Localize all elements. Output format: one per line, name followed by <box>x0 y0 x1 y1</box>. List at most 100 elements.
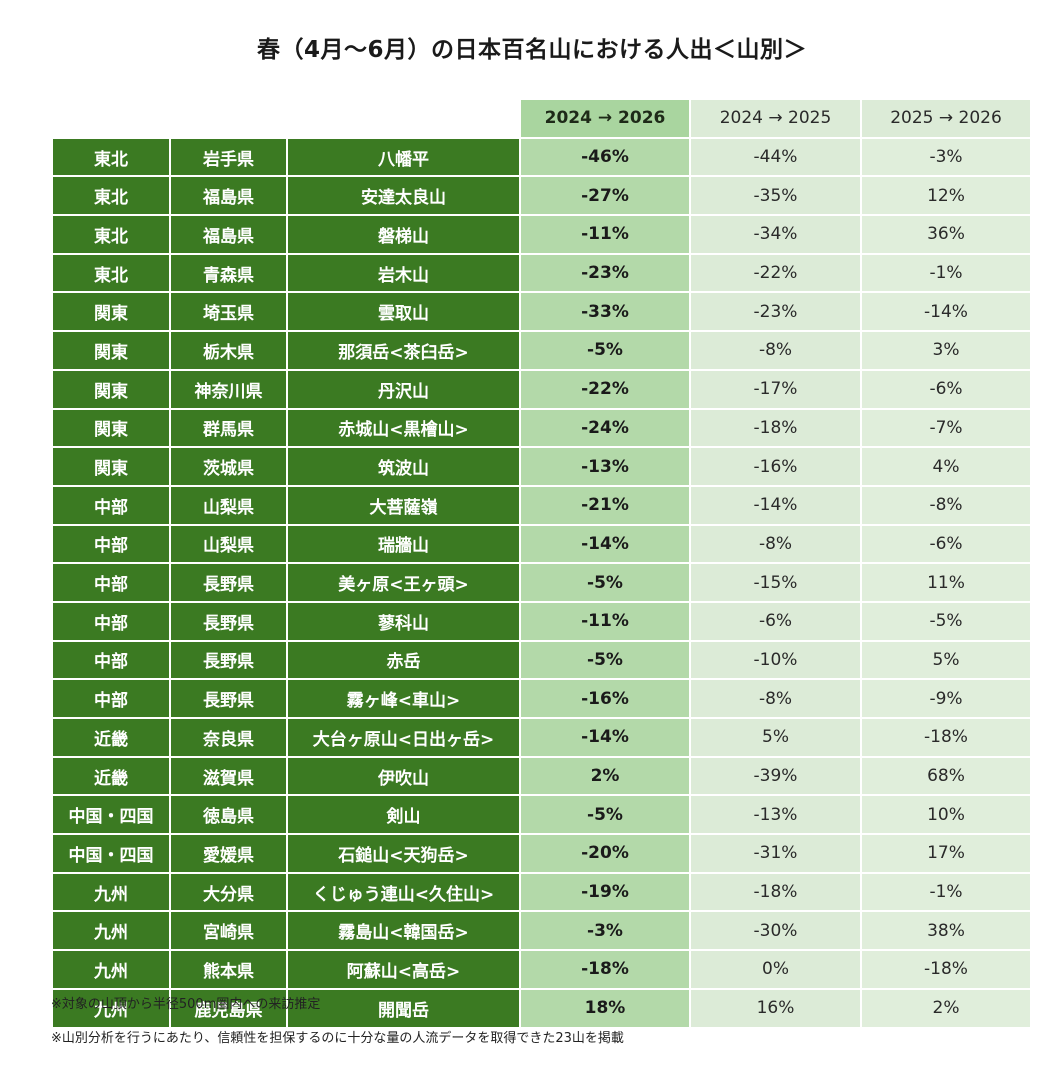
change-2024-2026-cell: -24% <box>519 407 691 449</box>
mountain-cell: 那須岳<茶臼岳> <box>286 330 521 371</box>
mountain-cell: 雲取山 <box>286 291 521 333</box>
change-2024-2025-cell: 16% <box>689 987 862 1029</box>
change-2024-2026-cell: -5% <box>519 639 691 681</box>
region-cell: 東北 <box>51 136 171 178</box>
change-2024-2025-cell: -35% <box>689 175 862 217</box>
change-2025-2026-cell: -6% <box>860 368 1032 410</box>
region-cell: 中部 <box>51 562 171 603</box>
header-2024-2026: 2024 → 2026 <box>519 98 691 139</box>
change-2024-2025-cell: -10% <box>689 639 862 681</box>
change-2024-2026-cell: -20% <box>519 833 691 874</box>
mountain-cell: 美ヶ原<王ヶ頭> <box>286 562 521 603</box>
change-2024-2026-cell: -19% <box>519 871 691 913</box>
change-2025-2026-cell: 11% <box>860 562 1032 603</box>
change-2024-2026-cell: -21% <box>519 484 691 526</box>
region-cell: 東北 <box>51 252 171 294</box>
change-2025-2026-cell: 36% <box>860 214 1032 255</box>
region-cell: 中国・四国 <box>51 833 171 874</box>
change-2024-2026-cell: -16% <box>519 678 691 719</box>
region-cell: 関東 <box>51 407 171 449</box>
prefecture-cell: 長野県 <box>169 639 288 681</box>
table-row: 中部 長野県 赤岳 -5% -10% 5% <box>51 639 1032 681</box>
change-2024-2025-cell: -8% <box>689 330 862 371</box>
mountain-cell: 赤城山<黒檜山> <box>286 407 521 449</box>
mountain-cell: 安達太良山 <box>286 175 521 217</box>
prefecture-cell: 群馬県 <box>169 407 288 449</box>
table-row: 関東 群馬県 赤城山<黒檜山> -24% -18% -7% <box>51 407 1032 449</box>
region-cell: 中部 <box>51 484 171 526</box>
mountain-cell: 岩木山 <box>286 252 521 294</box>
region-cell: 中部 <box>51 600 171 642</box>
change-2024-2025-cell: -17% <box>689 368 862 410</box>
prefecture-cell: 長野県 <box>169 678 288 719</box>
region-cell: 関東 <box>51 291 171 333</box>
region-cell: 中部 <box>51 678 171 719</box>
change-2024-2026-cell: -5% <box>519 330 691 371</box>
footnote-2: ※山別分析を行うにあたり、信頼性を担保するのに十分な量の人流データを取得できた2… <box>51 1031 624 1046</box>
region-cell: 九州 <box>51 987 171 1029</box>
mountain-cell: 筑波山 <box>286 446 521 487</box>
blank-header <box>287 99 520 138</box>
prefecture-cell: 青森県 <box>169 252 288 294</box>
change-2024-2025-cell: -13% <box>689 794 862 836</box>
prefecture-cell: 茨城県 <box>169 446 288 487</box>
table-row: 九州 鹿児島県 開聞岳 18% 16% 2% <box>51 987 1032 1029</box>
region-cell: 九州 <box>51 949 171 990</box>
change-2024-2026-cell: -23% <box>519 252 691 294</box>
table-row: 近畿 奈良県 大台ヶ原山<日出ヶ岳> -14% 5% -18% <box>51 717 1032 758</box>
change-2024-2025-cell: -14% <box>689 484 862 526</box>
prefecture-cell: 滋賀県 <box>169 755 288 797</box>
page-title: 春（4月〜6月）の日本百名山における人出＜山別＞ <box>256 37 807 63</box>
table-row: 中国・四国 愛媛県 石鎚山<天狗岳> -20% -31% 17% <box>51 833 1032 874</box>
change-2024-2026-cell: -11% <box>519 600 691 642</box>
change-2025-2026-cell: 38% <box>860 910 1032 952</box>
mountain-cell: 赤岳 <box>286 639 521 681</box>
change-2025-2026-cell: -9% <box>860 678 1032 719</box>
table-row: 関東 栃木県 那須岳<茶臼岳> -5% -8% 3% <box>51 330 1032 371</box>
region-cell: 関東 <box>51 368 171 410</box>
mountain-cell: 大菩薩嶺 <box>286 484 521 526</box>
mountain-cell: 大台ヶ原山<日出ヶ岳> <box>286 717 521 758</box>
change-2024-2026-cell: -5% <box>519 794 691 836</box>
change-2024-2025-cell: -16% <box>689 446 862 487</box>
change-2024-2026-cell: -18% <box>519 949 691 990</box>
change-2025-2026-cell: 17% <box>860 833 1032 874</box>
table-row: 近畿 滋賀県 伊吹山 2% -39% 68% <box>51 755 1032 797</box>
change-2025-2026-cell: -6% <box>860 523 1032 565</box>
change-2025-2026-cell: -1% <box>860 871 1032 913</box>
header-row: 2024 → 2026 2024 → 2025 2025 → 2026 <box>52 98 1032 139</box>
change-2024-2026-cell: -22% <box>519 368 691 410</box>
prefecture-cell: 熊本県 <box>169 949 288 990</box>
change-2025-2026-cell: 10% <box>860 794 1032 836</box>
change-2024-2026-cell: -14% <box>519 717 691 758</box>
change-2025-2026-cell: -14% <box>860 291 1032 333</box>
region-cell: 九州 <box>51 871 171 913</box>
change-2024-2025-cell: -15% <box>689 562 862 603</box>
prefecture-cell: 岩手県 <box>169 136 288 178</box>
table-row: 関東 埼玉県 雲取山 -33% -23% -14% <box>51 291 1032 333</box>
change-2024-2026-cell: 2% <box>519 755 691 797</box>
prefecture-cell: 大分県 <box>169 871 288 913</box>
prefecture-cell: 長野県 <box>169 600 288 642</box>
mountain-cell: 剣山 <box>286 794 521 836</box>
table-row: 中部 長野県 霧ヶ峰<車山> -16% -8% -9% <box>51 678 1032 719</box>
prefecture-cell: 山梨県 <box>169 484 288 526</box>
region-cell: 中国・四国 <box>51 794 171 836</box>
change-2024-2025-cell: -8% <box>689 678 862 719</box>
prefecture-cell: 福島県 <box>169 175 288 217</box>
change-2025-2026-cell: -8% <box>860 484 1032 526</box>
prefecture-cell: 長野県 <box>169 562 288 603</box>
change-2024-2026-cell: -3% <box>519 910 691 952</box>
mountain-cell: くじゅう連山<久住山> <box>286 871 521 913</box>
change-2024-2025-cell: -8% <box>689 523 862 565</box>
prefecture-cell: 愛媛県 <box>169 833 288 874</box>
change-2024-2025-cell: -18% <box>689 871 862 913</box>
change-2024-2025-cell: -6% <box>689 600 862 642</box>
table-row: 中部 山梨県 大菩薩嶺 -21% -14% -8% <box>51 484 1032 526</box>
prefecture-cell: 栃木県 <box>169 330 288 371</box>
mountain-cell: 霧ヶ峰<車山> <box>286 678 521 719</box>
change-2025-2026-cell: -18% <box>860 949 1032 990</box>
table-row: 東北 福島県 磐梯山 -11% -34% 36% <box>51 214 1032 255</box>
mountain-cell: 八幡平 <box>286 136 521 178</box>
mountain-cell: 阿蘇山<高岳> <box>286 949 521 990</box>
